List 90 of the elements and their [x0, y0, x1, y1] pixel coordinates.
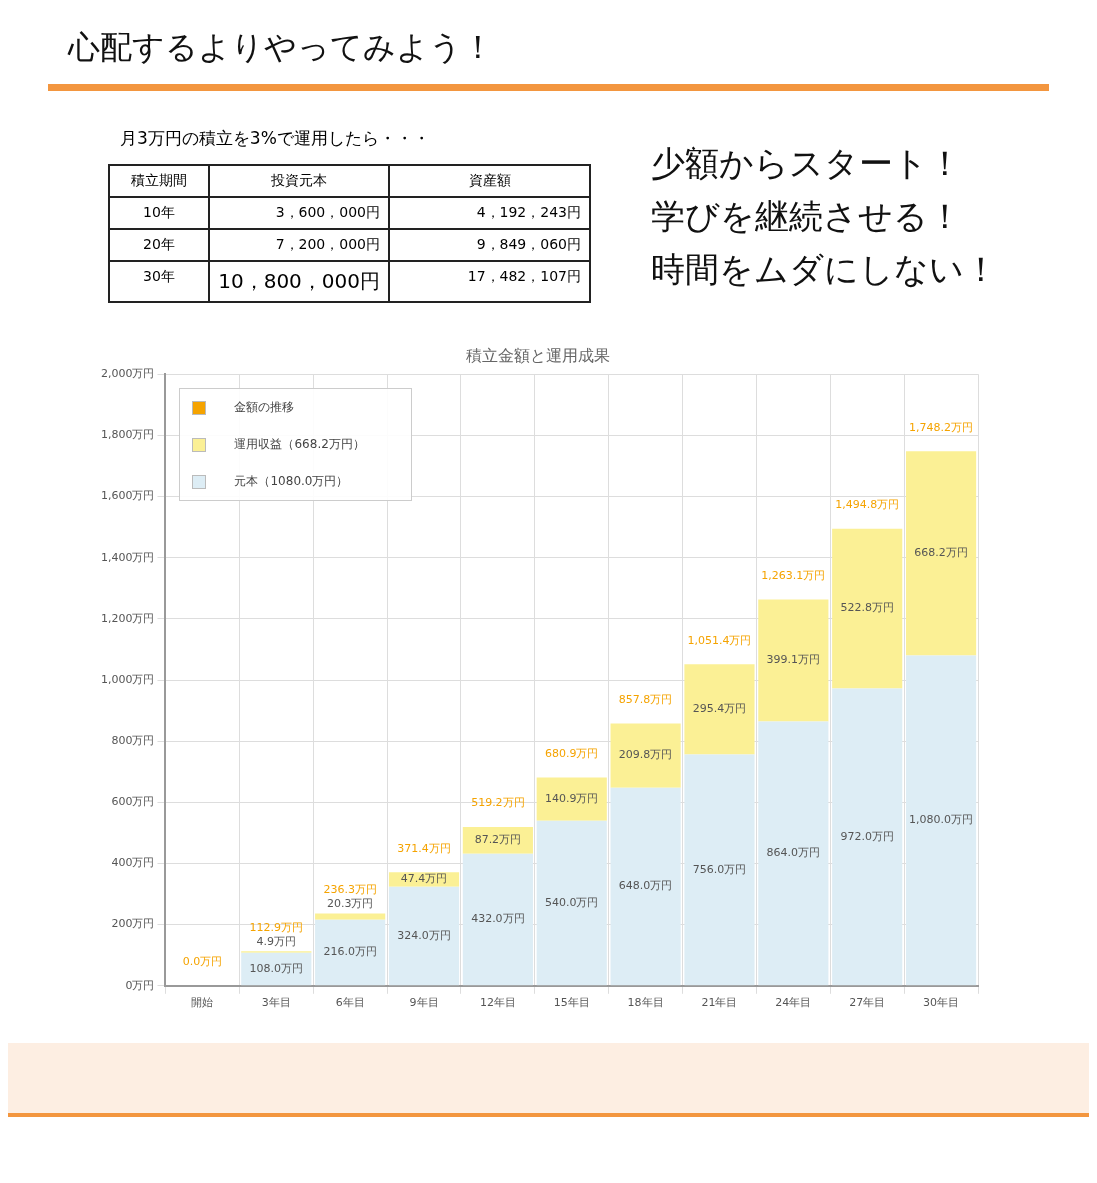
- bar: [832, 688, 903, 986]
- total-label: 0.0万円: [182, 955, 223, 969]
- bar: [388, 886, 460, 986]
- chart-title: 積立金額と運用成果: [466, 345, 610, 365]
- text: 4，192，243円: [389, 197, 590, 229]
- total-label: 371.4万円: [397, 841, 451, 855]
- legend-label: 元本（1080.0万円）: [234, 473, 349, 491]
- bar: [462, 853, 533, 986]
- y-tick-label: 600万円: [111, 795, 155, 809]
- text: 心配するよりやってみよう！: [66, 27, 495, 68]
- text: 3，600，000円: [209, 197, 389, 229]
- total-label: 1,263.1万円: [761, 568, 826, 582]
- total-label: 1,051.4万円: [687, 633, 752, 647]
- data-label: 47.4万円: [400, 872, 448, 886]
- text: 20年: [109, 229, 209, 261]
- total-label: 1,748.2万円: [909, 420, 974, 434]
- bar: [758, 721, 829, 986]
- data-label: 540.0万円: [545, 895, 599, 909]
- bar: [315, 919, 386, 986]
- data-label: 648.0万円: [618, 879, 673, 893]
- bar: [610, 723, 681, 788]
- data-label: 399.1万円: [766, 653, 821, 667]
- x-tick-label: 開始: [191, 996, 214, 1010]
- y-tick-label: 200万円: [111, 917, 155, 931]
- bar: [610, 787, 681, 986]
- bar: [758, 599, 829, 722]
- text: 投資元本: [209, 165, 389, 197]
- x-tick-label: 3年目: [261, 996, 291, 1010]
- x-tick-label: 15年目: [553, 996, 590, 1010]
- bar: [684, 754, 755, 986]
- y-tick-label: 800万円: [111, 734, 155, 748]
- x-tick-label: 30年目: [923, 996, 960, 1010]
- total-label: 857.8万円: [618, 692, 673, 706]
- x-tick-label: 24年目: [775, 996, 812, 1010]
- text: 少額からスタート！: [651, 142, 963, 185]
- data-label: 295.4万円: [692, 702, 747, 716]
- y-tick-label: 1,800万円: [100, 428, 155, 442]
- data-label: 20.3万円: [326, 897, 374, 911]
- data-label: 216.0万円: [323, 945, 377, 959]
- data-label: 209.8万円: [618, 748, 673, 762]
- y-tick-label: 0万円: [125, 978, 155, 992]
- y-tick-label: 2,000万円: [100, 367, 155, 381]
- bar: [832, 528, 903, 689]
- total-label: 1,494.8万円: [835, 498, 900, 512]
- text: 積立期間: [109, 165, 209, 197]
- bar: [536, 820, 607, 986]
- text: 17，482，107円: [389, 261, 590, 302]
- data-label: 108.0万円: [249, 961, 304, 975]
- bar: [905, 655, 977, 986]
- bar: [315, 913, 386, 920]
- total-label: 112.9万円: [249, 920, 304, 934]
- legend-label: 金額の推移: [234, 399, 295, 417]
- bar: [536, 777, 607, 821]
- y-tick-label: 1,200万円: [100, 611, 155, 625]
- text: 7，200，000円: [209, 229, 389, 261]
- total-label: 519.2万円: [471, 796, 525, 810]
- data-label: 972.0万円: [840, 829, 894, 843]
- total-label: 236.3万円: [323, 882, 377, 896]
- x-tick-label: 9年目: [409, 996, 439, 1010]
- text: 学びを継続させる！: [651, 195, 963, 238]
- total-label: 680.9万円: [545, 746, 599, 760]
- data-label: 324.0万円: [397, 928, 451, 942]
- x-tick-label: 21年目: [701, 996, 738, 1010]
- data-label: 864.0万円: [766, 846, 821, 860]
- data-label: 87.2万円: [474, 833, 522, 847]
- y-tick-label: 1,400万円: [100, 550, 155, 564]
- data-label: 756.0万円: [692, 862, 747, 876]
- text: 時間をムダにしない！: [651, 248, 998, 291]
- text: 月3万円の積立を3%で運用したら・・・: [120, 127, 431, 150]
- data-label: 432.0万円: [471, 912, 525, 926]
- bar: [905, 451, 977, 656]
- text: 10，800，000円: [209, 261, 389, 302]
- data-label: 522.8万円: [840, 601, 894, 615]
- data-label: 140.9万円: [545, 791, 599, 805]
- x-tick-label: 18年目: [627, 996, 664, 1010]
- bar: [684, 664, 755, 755]
- legend-label: 運用収益（668.2万円）: [234, 436, 365, 454]
- data-label: 668.2万円: [914, 546, 968, 560]
- y-tick-label: 400万円: [111, 856, 155, 870]
- text: 9，849，060円: [389, 229, 590, 261]
- data-label: 1,080.0万円: [909, 813, 974, 827]
- y-tick-label: 1,600万円: [100, 489, 155, 503]
- x-tick-label: 27年目: [849, 996, 886, 1010]
- x-tick-label: 6年目: [335, 996, 365, 1010]
- text: 30年: [109, 261, 209, 302]
- x-tick-label: 12年目: [479, 996, 516, 1010]
- text: 資産額: [389, 165, 590, 197]
- data-label: 4.9万円: [256, 935, 297, 949]
- y-tick-label: 1,000万円: [100, 672, 155, 686]
- text: 10年: [109, 197, 209, 229]
